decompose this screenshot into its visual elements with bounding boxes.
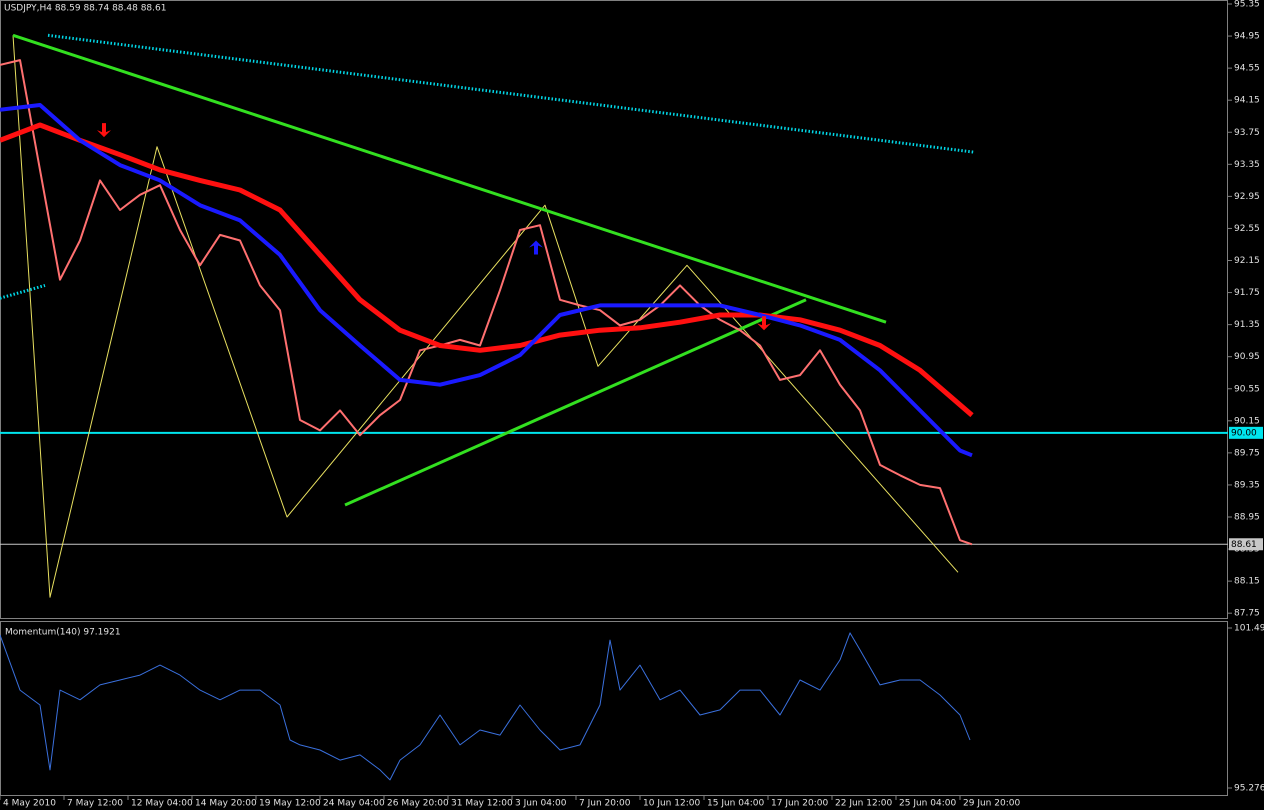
y-tick-label: 90.55 (1234, 384, 1260, 394)
price-label: 90.00 (1231, 428, 1257, 438)
price-label: 88.61 (1231, 540, 1257, 550)
series-line (0, 283, 46, 300)
series-line (0, 632, 971, 781)
x-tick-label: 25 Jun 04:00 (899, 799, 956, 809)
x-tick-label: 14 May 20:00 (195, 799, 257, 809)
signal-arrow (757, 316, 771, 331)
x-tick-label: 3 Jun 04:00 (515, 799, 567, 809)
x-tick-label: 29 Jun 20:00 (963, 799, 1020, 809)
y-tick-label: 91.35 (1234, 320, 1260, 330)
x-tick-label: 7 May 12:00 (67, 799, 123, 809)
price-label-box (1229, 538, 1263, 551)
y-tick-label: 90.15 (1234, 416, 1260, 426)
y-tick-label: 87.75 (1234, 609, 1260, 619)
signal-arrow (97, 123, 111, 138)
series-line (12, 33, 887, 324)
x-tick-label: 31 May 12:00 (451, 799, 513, 809)
y-tick-label: 90.95 (1234, 352, 1260, 362)
y-tick-label: 89.75 (1234, 448, 1260, 458)
series-line (0, 122, 974, 418)
x-tick-label: 22 Jun 12:00 (835, 799, 892, 809)
main-panel-frame (0, 0, 1228, 619)
x-tick-label: 7 Jun 20:00 (579, 799, 631, 809)
y-tick-label: 95.35 (1234, 0, 1260, 10)
signal-arrow (529, 240, 543, 255)
y-tick-label: 92.15 (1234, 256, 1260, 266)
x-tick-label: 4 May 2010 (3, 799, 56, 809)
chart-title: USDJPY,H4 88.59 88.74 88.48 88.61 (4, 4, 166, 14)
y-tick-label: 91.75 (1234, 288, 1260, 298)
y-tick-label: 92.95 (1234, 192, 1260, 202)
x-tick-label: 10 Jun 12:00 (643, 799, 700, 809)
y-tick-label: 89.35 (1234, 480, 1260, 490)
momentum-panel-frame (0, 621, 1228, 796)
y-tick-label: 95.276 (1234, 783, 1264, 793)
x-tick-label: 17 Jun 20:00 (771, 799, 828, 809)
indicator-title: Momentum(140) 97.1921 (5, 628, 121, 638)
y-tick-label: 88.95 (1234, 513, 1260, 523)
y-tick-label: 92.55 (1234, 224, 1260, 234)
x-tick-label: 26 May 20:00 (387, 799, 449, 809)
y-tick-label: 101.491 (1234, 623, 1264, 633)
price-label-box (1229, 426, 1263, 439)
y-tick-label: 94.15 (1234, 96, 1260, 106)
series-line (0, 103, 973, 458)
series-line (0, 59, 973, 546)
y-tick-label: 94.55 (1234, 64, 1260, 74)
y-tick-label: 94.95 (1234, 32, 1260, 42)
x-tick-label: 24 May 04:00 (323, 799, 385, 809)
x-tick-label: 12 May 04:00 (131, 799, 193, 809)
x-tick-label: 19 May 12:00 (259, 799, 321, 809)
y-tick-label: 93.75 (1234, 128, 1260, 138)
x-tick-label: 15 Jun 04:00 (707, 799, 764, 809)
y-tick-label: 88.15 (1234, 577, 1260, 587)
y-tick-label: 93.35 (1234, 160, 1260, 170)
series-line (344, 298, 807, 507)
